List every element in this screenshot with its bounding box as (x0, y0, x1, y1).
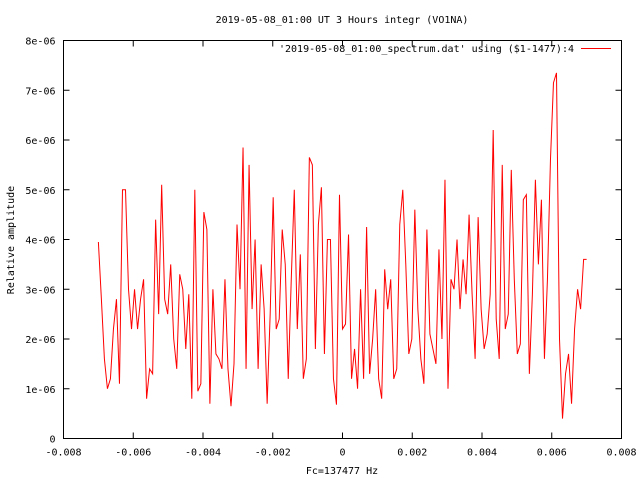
y-tick-label: 4e-06 (25, 236, 55, 247)
y-tick-label: 2e-06 (25, 335, 55, 346)
x-tick-label: 0.002 (397, 448, 427, 459)
y-tick-label: 7e-06 (25, 86, 55, 97)
x-tick-label: 0.006 (537, 448, 567, 459)
series-group (97, 72, 587, 419)
x-axis-ticks: -0.008 -0.006 -0.004 -0.002 0 0.002 0.004 0.006… (45, 40, 637, 459)
x-tick-label: -0.004 (185, 448, 221, 459)
x-tick-label: 0 (339, 448, 345, 459)
plot-frame (63, 40, 622, 439)
y-tick-label: 3e-06 (25, 285, 55, 296)
y-tick-label: 1e-06 (25, 385, 55, 396)
y-tick-label: 0 (49, 435, 55, 446)
x-tick-label: -0.002 (255, 448, 291, 459)
legend: '2019-05-08_01:00_spectrum.dat' using ($… (279, 44, 611, 55)
chart-title: 2019-05-08_01:00 UT 3 Hours integr (VO1N… (216, 15, 469, 26)
x-tick-label: 0.004 (467, 448, 497, 459)
x-tick-label: -0.008 (45, 448, 81, 459)
x-tick-label: 0.008 (606, 448, 636, 459)
x-tick-label: -0.006 (115, 448, 151, 459)
legend-label: '2019-05-08_01:00_spectrum.dat' using ($… (279, 44, 574, 55)
y-tick-label: 6e-06 (25, 136, 55, 147)
y-tick-label: 5e-06 (25, 186, 55, 197)
x-axis-label: Fc=137477 Hz (306, 466, 378, 477)
series-line-0 (97, 72, 587, 419)
y-axis-label: Relative amplitude (6, 186, 17, 294)
y-tick-label: 8e-06 (25, 37, 55, 48)
